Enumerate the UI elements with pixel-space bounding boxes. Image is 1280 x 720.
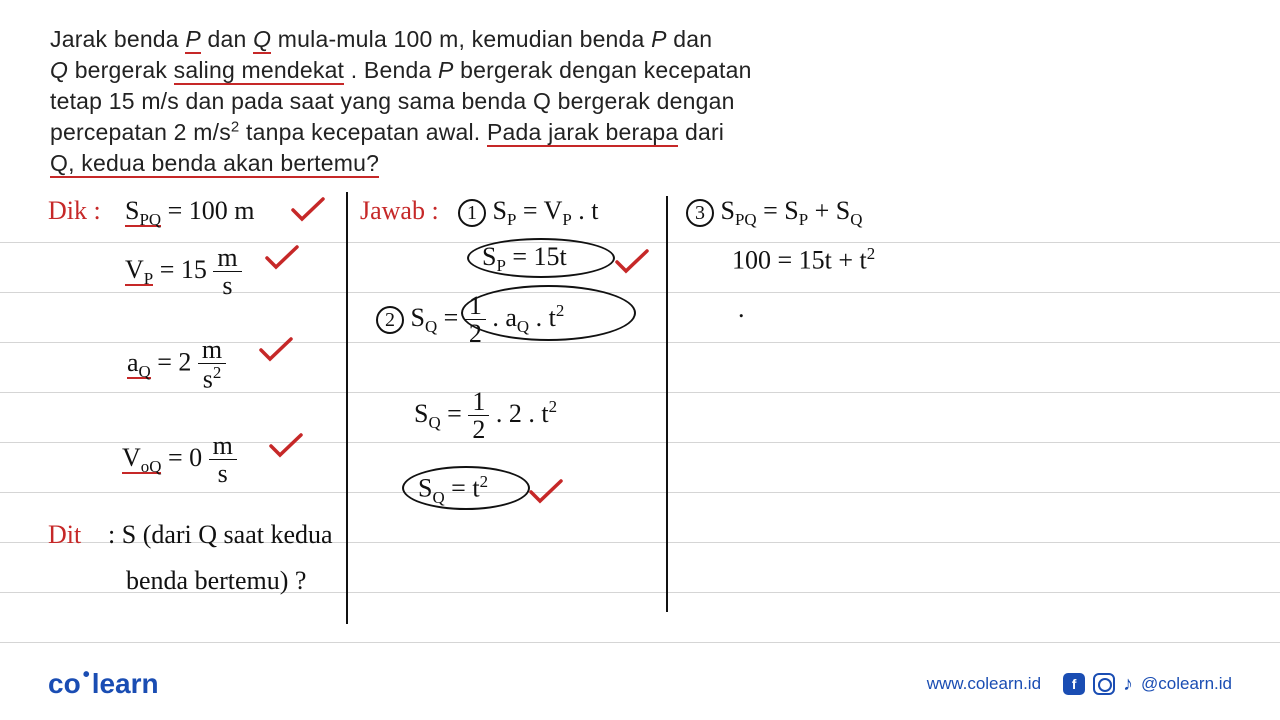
problem-line-2: Q bergerak saling mendekat . Benda P ber…	[50, 55, 1230, 86]
problem-line-1: Jarak benda P dan Q mula-mula 100 m, kem…	[50, 24, 1230, 55]
text-segment: dari	[685, 119, 724, 145]
footer: co•learn www.colearn.id f ♪ @colearn.id	[0, 668, 1280, 700]
text-segment: dan	[208, 26, 254, 52]
problem-text: Jarak benda P dan Q mula-mula 100 m, kem…	[50, 24, 1230, 179]
facebook-icon: f	[1063, 673, 1085, 695]
notebook-lines	[0, 192, 1280, 662]
text-segment: Jarak benda	[50, 26, 185, 52]
text-segment: dan	[673, 26, 712, 52]
problem-line-4: percepatan 2 m/s2 tanpa kecepatan awal. …	[50, 117, 1230, 148]
text-segment: tanpa kecepatan awal.	[246, 119, 487, 145]
text-segment: percepatan 2 m/s	[50, 119, 231, 145]
logo-learn: learn	[92, 668, 159, 699]
instagram-icon	[1093, 673, 1115, 695]
text-italic: Q	[253, 26, 271, 54]
footer-url: www.colearn.id	[927, 674, 1041, 694]
text-italic: P	[438, 57, 454, 83]
footer-right: www.colearn.id f ♪ @colearn.id	[927, 673, 1232, 696]
text-italic: P	[651, 26, 667, 52]
social-icons: f ♪ @colearn.id	[1063, 673, 1232, 696]
text-italic: P	[185, 26, 201, 54]
logo-co: co	[48, 668, 81, 699]
superscript: 2	[231, 118, 240, 135]
tiktok-icon: ♪	[1123, 673, 1133, 696]
logo: co•learn	[48, 668, 159, 700]
text-segment: . Benda	[351, 57, 438, 83]
text-segment: bergerak	[75, 57, 174, 83]
text-segment: bergerak dengan kecepatan	[460, 57, 751, 83]
problem-line-3: tetap 15 m/s dan pada saat yang sama ben…	[50, 86, 1230, 117]
footer-handle: @colearn.id	[1141, 674, 1232, 694]
text-underlined: saling mendekat	[174, 57, 345, 85]
text-underlined: Q, kedua benda akan bertemu?	[50, 150, 379, 178]
logo-dot: •	[83, 664, 90, 686]
text-italic: Q	[50, 57, 68, 83]
problem-line-5: Q, kedua benda akan bertemu?	[50, 148, 1230, 179]
text-segment: mula-mula 100 m, kemudian benda	[278, 26, 651, 52]
text-underlined: Pada jarak berapa	[487, 119, 678, 147]
